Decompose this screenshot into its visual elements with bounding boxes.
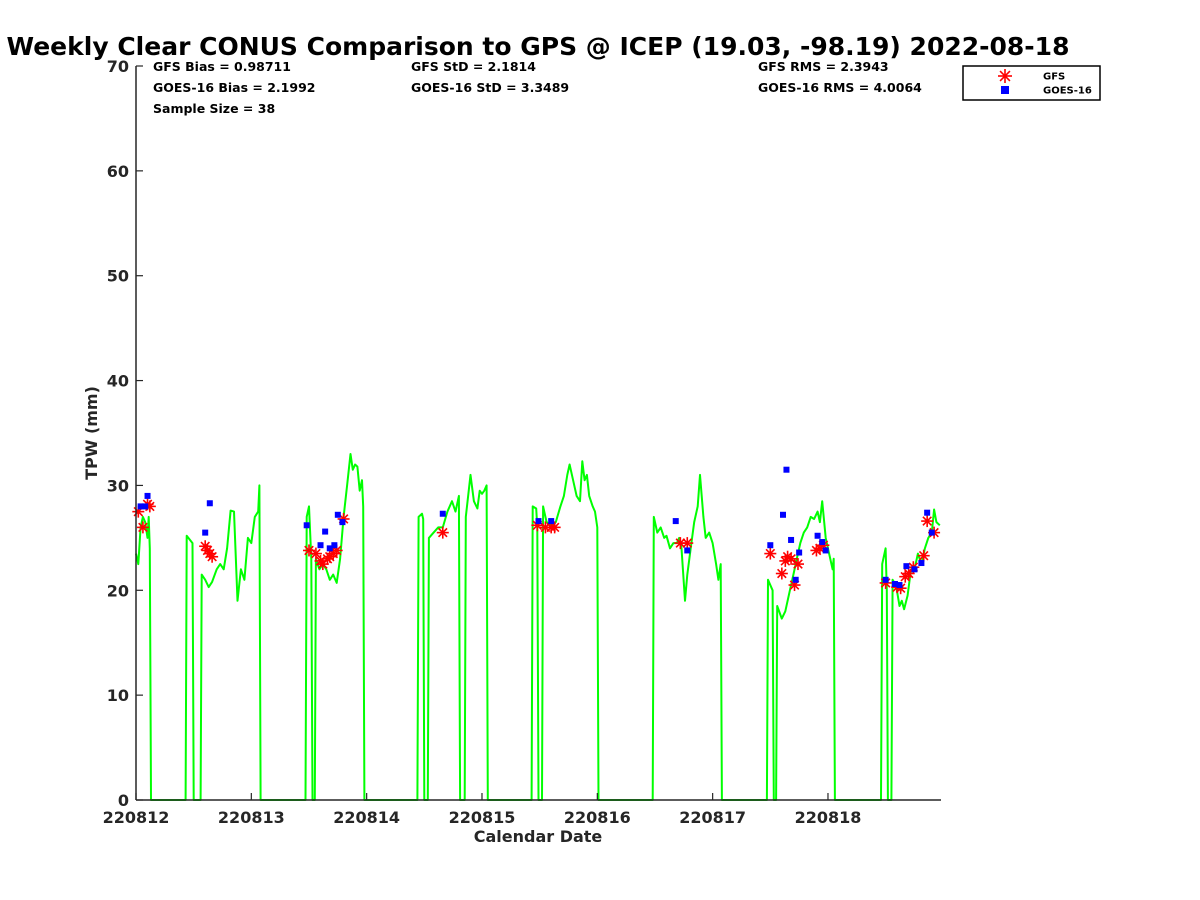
legend-gfs-label: GFS [1043,72,1065,83]
goes-16-point [779,511,786,518]
goes-16-point [548,518,555,525]
stat-text: GOES-16 StD = 3.3489 [411,80,569,95]
goes-16-point [822,547,829,554]
goes-16-point [684,547,691,554]
goes-16-point [903,563,910,570]
gfs-point [791,558,804,571]
y-tick-label: 60 [107,162,129,181]
gfs-point [436,526,449,539]
gfs-point [136,521,149,534]
y-tick-label: 20 [107,581,129,600]
legend-gfs-marker [998,69,1012,83]
gfs-point [785,552,798,565]
x-tick-label: 220818 [795,808,862,827]
goes-16-point [439,510,446,517]
goes-16-point [814,532,821,539]
stat-text: GFS Bias = 0.98711 [153,59,291,74]
x-tick-label: 220815 [449,808,516,827]
goes-16-point [334,511,341,518]
x-axis-label: Calendar Date [474,827,603,846]
goes-16-point [317,542,324,549]
legend-box [962,65,1101,101]
goes-16-point [819,539,826,546]
gfs-point [917,549,930,562]
gps-series-line [135,453,941,801]
axes: 0 10 20 30 40 50 60 70 220812 220813 220814 220815 2… [103,57,941,827]
goes-16-point [767,542,774,549]
stat-text: GFS StD = 2.1814 [411,59,536,74]
goes-16-point [882,576,889,583]
legend: GFS GOES-16 [962,65,1101,101]
goes-16-point [202,529,209,536]
stat-text: Sample Size = 38 [153,101,275,116]
y-tick-label: 50 [107,267,129,286]
goes-16-point [928,529,935,536]
x-tick-label: 220816 [564,808,631,827]
y-tick-label: 0 [118,791,129,810]
goes-16-point [911,566,918,573]
goes-16-point [896,582,903,589]
x-tick-label: 220814 [333,808,400,827]
y-tick-label: 40 [107,372,129,391]
goes-16-point [891,580,898,587]
plot-area [132,453,941,801]
chart-title: Weekly Clear CONUS Comparison to GPS @ I… [7,32,1070,61]
goes-16-point [137,503,144,510]
goes-16-point [792,576,799,583]
goes-16-point [924,509,931,516]
goes-16-point [206,500,213,507]
gfs-point [921,515,934,528]
goes-16-point [142,503,149,510]
legend-goes-16-marker [1001,86,1009,94]
gfs-point [206,550,219,563]
goes-16-point [326,545,333,552]
gfs-point [764,547,777,560]
goes-16-point [331,542,338,549]
stat-text: GOES-16 Bias = 2.1992 [153,80,315,95]
goes-16-point [144,492,151,499]
y-tick-label: 10 [107,686,129,705]
goes-16-point [672,518,679,525]
statistics-block: GFS Bias = 0.98711 GOES-16 Bias = 2.1992 S… [153,59,922,116]
x-tick-label: 220817 [679,808,746,827]
legend-goes-16-label: GOES-16 [1043,86,1092,97]
goes-16-point [918,560,925,567]
stat-text: GOES-16 RMS = 4.0064 [758,80,922,95]
goes-16-point [339,519,346,526]
gfs-point [309,547,322,560]
x-tick-label: 220813 [218,808,285,827]
x-tick-label: 220812 [103,808,170,827]
goes-16-point [783,466,790,473]
goes-16-point [796,549,803,556]
gfs-point [548,521,561,534]
goes-16-point [535,518,542,525]
goes-16-point [322,528,329,535]
goes-16-point [303,522,310,529]
y-tick-label: 30 [107,476,129,495]
gfs-point [775,567,788,580]
stat-text: GFS RMS = 2.3943 [758,59,889,74]
y-axis-label: TPW (mm) [82,386,101,480]
goes-16-point [788,536,795,543]
gfs-point [681,537,694,550]
y-tick-label: 70 [107,57,129,76]
